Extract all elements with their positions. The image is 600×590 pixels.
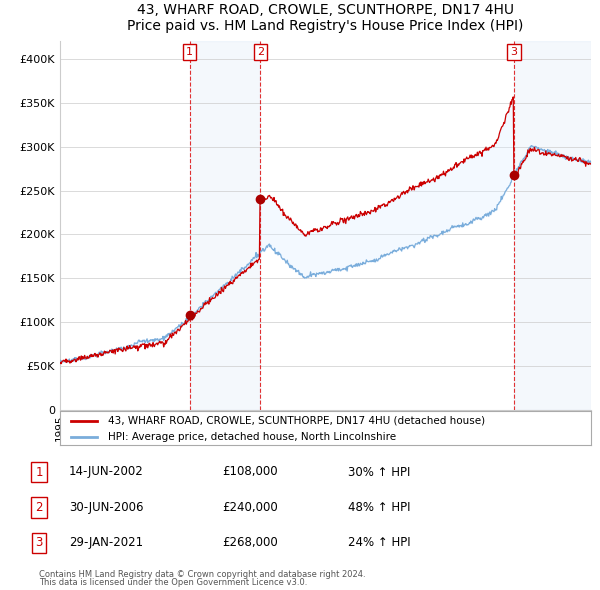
Text: 2: 2	[35, 501, 43, 514]
Text: 29-JAN-2021: 29-JAN-2021	[69, 536, 143, 549]
Text: HPI: Average price, detached house, North Lincolnshire: HPI: Average price, detached house, Nort…	[108, 432, 396, 442]
Bar	[514, 41, 591, 410]
Text: 3: 3	[511, 47, 518, 57]
Text: 30-JUN-2006: 30-JUN-2006	[69, 501, 143, 514]
Text: 24% ↑ HPI: 24% ↑ HPI	[348, 536, 410, 549]
Text: Contains HM Land Registry data © Crown copyright and database right 2024.: Contains HM Land Registry data © Crown c…	[39, 570, 365, 579]
Text: £108,000: £108,000	[222, 466, 278, 478]
Text: £268,000: £268,000	[222, 536, 278, 549]
Text: 48% ↑ HPI: 48% ↑ HPI	[348, 501, 410, 514]
Text: 2: 2	[257, 47, 264, 57]
Text: 1: 1	[186, 47, 193, 57]
Text: 1: 1	[35, 466, 43, 478]
Title: 43, WHARF ROAD, CROWLE, SCUNTHORPE, DN17 4HU
Price paid vs. HM Land Registry's H: 43, WHARF ROAD, CROWLE, SCUNTHORPE, DN17…	[127, 3, 524, 33]
Text: 14-JUN-2002: 14-JUN-2002	[69, 466, 144, 478]
Bar	[190, 41, 260, 410]
Text: 3: 3	[35, 536, 43, 549]
Text: £240,000: £240,000	[222, 501, 278, 514]
Text: 30% ↑ HPI: 30% ↑ HPI	[348, 466, 410, 478]
Text: 43, WHARF ROAD, CROWLE, SCUNTHORPE, DN17 4HU (detached house): 43, WHARF ROAD, CROWLE, SCUNTHORPE, DN17…	[108, 416, 485, 426]
Text: This data is licensed under the Open Government Licence v3.0.: This data is licensed under the Open Gov…	[39, 578, 307, 587]
